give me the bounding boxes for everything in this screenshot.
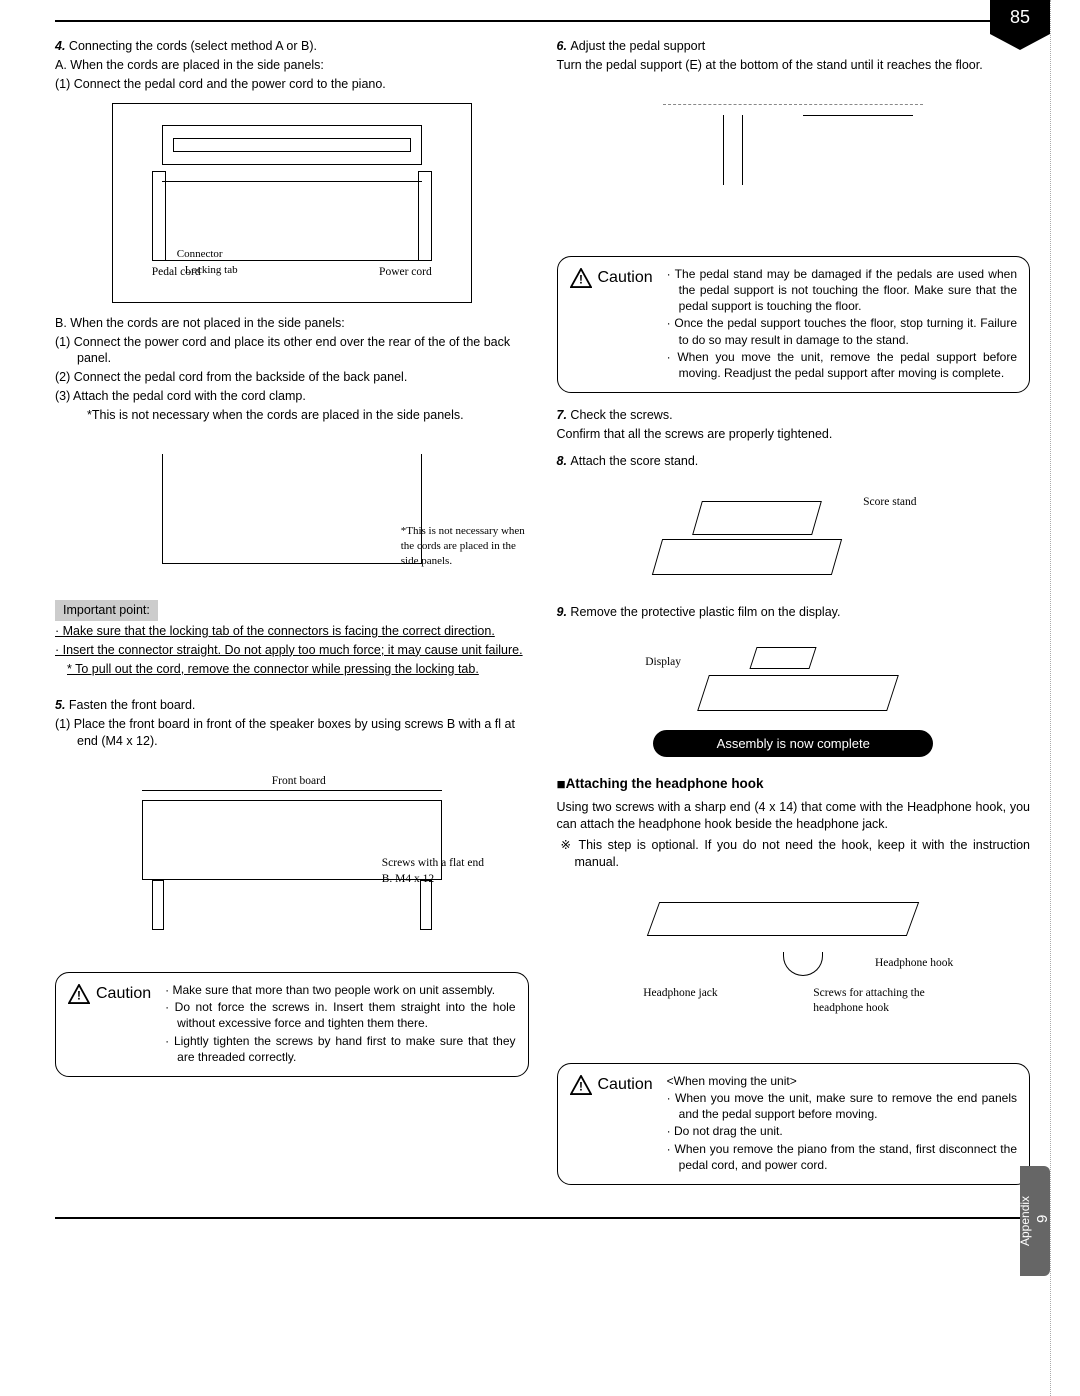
fig-9-label: Display [645,655,681,671]
warning-icon: ! [68,984,90,1004]
svg-text:!: ! [579,272,583,286]
caution-step6-body: · The pedal stand may be damaged if the … [667,265,1017,382]
caution-5-3: · Lightly tighten the screws by hand fir… [165,1033,515,1065]
page-number: 85 [1010,5,1030,29]
step-4b-head: B. When the cords are not placed in the … [55,315,529,332]
fig-4a-locking-tab: Locking tab [185,263,238,278]
caution-moving-label: Caution [598,1074,653,1096]
appendix-number: 9 [1033,1215,1053,1223]
figure-hp: Headphone jack Headphone hook Screws for… [613,881,973,1051]
step-7-title-text: Check the screws. [570,408,672,422]
figure-4a: Connector Locking tab Pedal cord Power c… [112,103,472,303]
caution-step5-label: Caution [96,983,151,1005]
step-4-title-text: Connecting the cords (select method A or… [69,39,317,53]
caution-m-1: · When you move the unit, make sure to r… [667,1090,1017,1122]
step-5-title-text: Fasten the front board. [69,698,195,712]
figure-6 [603,84,983,244]
important-3: * To pull out the cord, remove the conne… [55,661,529,678]
figure-4b: *This is not necessary when the cords ar… [112,434,472,584]
caution-5-1: · Make sure that more than two people wo… [165,982,515,998]
warning-icon: ! [570,268,592,288]
step-4-title: 4. Connecting the cords (select method A… [55,38,529,55]
fig-5-screws: Screws with a flat end B. M4 x 12 [382,856,502,887]
step-4a-1: (1) Connect the pedal cord and the power… [55,76,529,93]
right-column: 6. Adjust the pedal support Turn the ped… [557,32,1031,1197]
caution-moving: ! Caution <When moving the unit> · When … [557,1063,1031,1185]
page-edge-lines [1050,0,1080,1396]
top-rule [55,20,1030,22]
headphone-p: Using two screws with a sharp end (4 x 1… [557,799,1031,833]
caution-6-1: · The pedal stand may be damaged if the … [667,266,1017,315]
fig-hp-hook: Headphone hook [875,956,953,972]
caution-m-2: · Do not drag the unit. [667,1123,1017,1139]
step-8-title-text: Attach the score stand. [570,454,698,468]
caution-moving-body: <When moving the unit> · When you move t… [667,1072,1017,1174]
step-6-title: 6. Adjust the pedal support [557,38,1031,55]
fig-4a-power-cord: Power cord [379,265,432,281]
headphone-title-text: Attaching the headphone hook [566,776,764,791]
step-9-title-text: Remove the protective plastic film on th… [570,605,840,619]
caution-step6: ! Caution · The pedal stand may be damag… [557,256,1031,393]
step-6-p: Turn the pedal support (E) at the bottom… [557,57,1031,74]
assembly-complete-pill: Assembly is now complete [653,730,933,758]
step-4a-head: A. When the cords are placed in the side… [55,57,529,74]
step-9-title: 9. Remove the protective plastic film on… [557,604,1031,621]
figure-8: Score stand [617,480,917,590]
caution-m-3: · When you remove the piano from the sta… [667,1141,1017,1173]
page-number-badge: 85 [990,0,1050,34]
important-points: · Make sure that the locking tab of the … [55,623,529,678]
svg-text:!: ! [77,988,81,1002]
caution-step5: ! Caution · Make sure that more than two… [55,972,529,1077]
figure-5: Front board Screws with a flat end B. M4… [112,760,472,960]
caution-5-2: · Do not force the screws in. Insert the… [165,999,515,1031]
fig-8-label: Score stand [863,495,916,511]
page: 85 Appendix 9 4. Connecting the cords (s… [0,0,1080,1396]
caution-moving-head: ! Caution [570,1074,653,1096]
step-4b-star: *This is not necessary when the cords ar… [55,407,529,424]
important-label: Important point: [55,600,158,621]
headphone-title: ■Attaching the headphone hook [557,775,1031,795]
step-4b-2: (2) Connect the pedal cord from the back… [55,369,529,386]
step-4b-3: (3) Attach the pedal cord with the cord … [55,388,529,405]
svg-text:!: ! [579,1079,583,1093]
fig-4a-connector: Connector [177,247,223,262]
fig-5-front-board: Front board [272,774,326,790]
figure-9: Display [643,629,943,724]
important-2: · Insert the connector straight. Do not … [55,642,529,659]
bottom-rule [55,1217,1030,1219]
columns: 4. Connecting the cords (select method A… [55,32,1030,1197]
caution-6-2: · Once the pedal support touches the flo… [667,315,1017,347]
appendix-tab: Appendix 9 [1020,1166,1050,1276]
warning-icon: ! [570,1075,592,1095]
caution-step5-body: · Make sure that more than two people wo… [165,981,515,1066]
step-8-title: 8. Attach the score stand. [557,453,1031,470]
caution-step6-label: Caution [598,267,653,289]
caution-step5-head: ! Caution [68,983,151,1005]
important-1: · Make sure that the locking tab of the … [55,623,529,640]
caution-step6-head: ! Caution [570,267,653,289]
caution-moving-sub: <When moving the unit> [667,1073,1017,1089]
step-4b-1: (1) Connect the power cord and place its… [55,334,529,368]
fig-hp-jack: Headphone jack [643,986,717,1002]
step-5-title: 5. Fasten the front board. [55,697,529,714]
step-5-1: (1) Place the front board in front of th… [55,716,529,750]
fig-4b-note: *This is not necessary when the cords ar… [401,524,531,569]
step-6-title-text: Adjust the pedal support [570,39,705,53]
step-7-title: 7. Check the screws. [557,407,1031,424]
fig-hp-screws: Screws for attaching the headphone hook [813,986,953,1017]
step-7-p: Confirm that all the screws are properly… [557,426,1031,443]
appendix-label: Appendix [1017,1196,1033,1246]
left-column: 4. Connecting the cords (select method A… [55,32,529,1197]
headphone-note: ※ This step is optional. If you do not n… [557,837,1031,871]
caution-6-3: · When you move the unit, remove the ped… [667,349,1017,381]
